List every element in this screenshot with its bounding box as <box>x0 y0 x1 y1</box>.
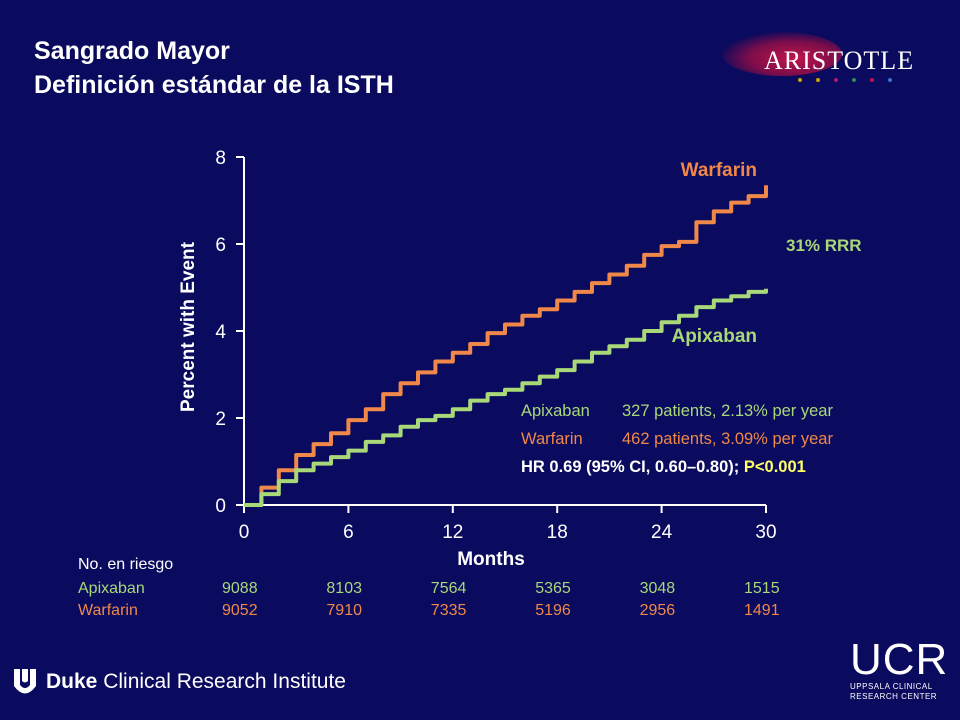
ucr-logo-line1: UPPSALA CLINICAL <box>850 682 933 691</box>
duke-logo-bold: Duke <box>46 670 98 693</box>
at-risk-value: 8103 <box>326 580 362 597</box>
rrr-annotation: 31% RRR <box>786 236 862 255</box>
at-risk-value: 9052 <box>222 602 258 619</box>
at-risk-table: No. en riesgo Apixaban 9088 8103 7564 5365 30… <box>78 556 780 619</box>
y-tick-label-1: 2 <box>215 409 226 430</box>
title-line-1: Sangrado Mayor <box>34 37 230 65</box>
aristotle-dot-0 <box>798 78 802 82</box>
series-line-warfarin <box>244 185 768 507</box>
ucr-logo-big: UCR <box>850 635 949 684</box>
hr-annotation: HR 0.69 (95% CI, 0.60–0.80); P<0.001 <box>521 458 806 476</box>
aristotle-logo-text: ARISTOTLE <box>764 46 915 75</box>
aristotle-swoosh-icon <box>722 32 842 76</box>
series-label-apixaban: Apixaban <box>671 326 757 347</box>
x-tick-label-2: 12 <box>442 522 463 543</box>
stats-apixaban-name: Apixaban <box>521 402 590 420</box>
at-risk-value: 7335 <box>430 602 467 619</box>
at-risk-value: 7564 <box>430 580 467 597</box>
series-line-apixaban <box>244 288 768 507</box>
at-risk-value: 2956 <box>639 602 676 619</box>
aristotle-dot-2 <box>834 78 838 82</box>
series-label-warfarin: Warfarin <box>681 160 757 181</box>
y-tick-label-0: 0 <box>215 496 226 517</box>
stats-warfarin-values: 462 patients, 3.09% per year <box>622 430 833 448</box>
y-axis-label: Percent with Event <box>178 241 199 412</box>
at-risk-value: 5365 <box>535 580 571 597</box>
duke-logo-text: Duke Clinical Research Institute <box>46 670 346 694</box>
aristotle-dots <box>798 78 892 82</box>
at-risk-header: No. en riesgo <box>78 556 174 573</box>
slide-title: Sangrado Mayor Definición estándar de la… <box>34 34 394 102</box>
title-line-2: Definición estándar de la ISTH <box>34 71 394 99</box>
at-risk-value: 9088 <box>222 580 258 597</box>
ucr-logo: UCR UPPSALA CLINICAL RESEARCH CENTER <box>850 638 950 708</box>
aristotle-dot-3 <box>852 78 856 82</box>
at-risk-label: Warfarin <box>78 602 138 619</box>
aristotle-dot-4 <box>870 78 874 82</box>
x-tick-label-1: 6 <box>343 522 354 543</box>
x-tick-label-0: 0 <box>239 522 250 543</box>
ucr-logo-line2: RESEARCH CENTER <box>850 692 938 701</box>
p-value: P<0.001 <box>744 458 806 476</box>
at-risk-value: 1491 <box>744 602 780 619</box>
duke-shield-icon <box>14 669 36 694</box>
at-risk-value: 1515 <box>744 580 780 597</box>
duke-logo: Duke Clinical Research Institute <box>12 664 346 700</box>
aristotle-dot-1 <box>816 78 820 82</box>
at-risk-label: Apixaban <box>78 580 145 597</box>
duke-logo-rest: Clinical Research Institute <box>97 670 346 693</box>
y-tick-label-2: 4 <box>215 322 226 343</box>
x-tick-label-4: 24 <box>651 522 673 543</box>
hr-text: HR 0.69 (95% CI, 0.60–0.80); <box>521 458 744 476</box>
at-risk-value: 5196 <box>535 602 571 619</box>
at-risk-value: 7910 <box>326 602 362 619</box>
x-tick-label-5: 30 <box>755 522 776 543</box>
aristotle-logo: ARISTOTLE <box>722 30 942 90</box>
x-axis-label: Months <box>457 549 525 570</box>
y-tick-label-4: 8 <box>215 148 226 169</box>
stats-warfarin-name: Warfarin <box>521 430 583 448</box>
y-tick-label-3: 6 <box>215 235 226 256</box>
stats-apixaban-values: 327 patients, 2.13% per year <box>622 402 833 420</box>
x-tick-label-3: 18 <box>547 522 568 543</box>
aristotle-dot-5 <box>888 78 892 82</box>
at-risk-value: 3048 <box>639 580 676 597</box>
